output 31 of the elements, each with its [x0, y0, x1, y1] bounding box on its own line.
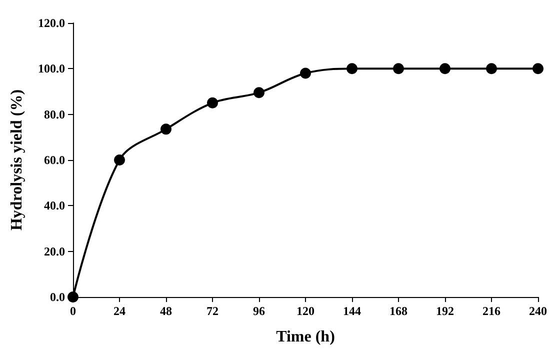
point	[300, 68, 311, 79]
point	[207, 97, 218, 108]
point	[114, 154, 125, 166]
y-tick-label: 20.0	[44, 244, 65, 258]
y-tick-label: 60.0	[44, 153, 65, 167]
x-tick-label: 0	[70, 304, 76, 318]
point	[346, 63, 358, 74]
x-tick-label: 168	[390, 304, 408, 318]
x-tick-label: 96	[253, 304, 265, 318]
x-tick-label: 120	[296, 304, 314, 318]
y-tick-label: 100.0	[38, 62, 65, 76]
y-tick-label: 120.0	[38, 16, 65, 30]
y-tick-label: 40.0	[44, 198, 65, 213]
x-tick-label: 240	[529, 304, 547, 318]
y-tick-label: 80.0	[44, 107, 65, 122]
x-tick-label: 216	[482, 304, 500, 318]
point	[254, 87, 264, 98]
point	[393, 63, 404, 74]
x-tick-label: 144	[343, 304, 361, 318]
point	[532, 63, 544, 74]
point	[68, 292, 78, 302]
point	[440, 63, 450, 74]
x-tick-label: 24	[114, 304, 126, 318]
x-tick-label: 48	[160, 304, 172, 318]
x-tick-label: 72	[206, 304, 218, 318]
point	[486, 63, 497, 74]
point	[160, 124, 172, 135]
x-axis-title: Time (h)	[276, 328, 335, 346]
y-axis-title: Hydrolysis yield (%)	[8, 89, 26, 231]
y-tick-label: 0.0	[50, 290, 65, 304]
x-tick-label: 192	[436, 304, 454, 318]
